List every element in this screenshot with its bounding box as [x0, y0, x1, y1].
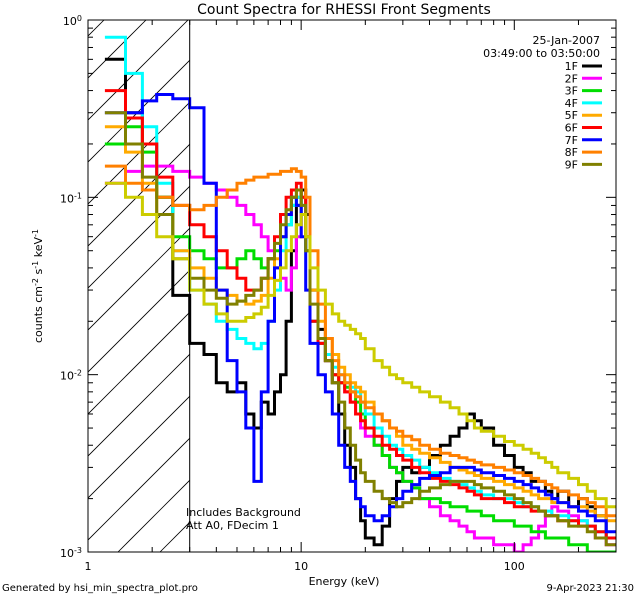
- hatch-line: [88, 395, 190, 499]
- legend: 25-Jan-2007 03:49:00 to 03:50:00 1F2F3F4…: [483, 34, 602, 171]
- hatch-line: [88, 20, 189, 121]
- y-tick-label: 10-1: [60, 191, 82, 206]
- axis-ticks: 1 10 100 100 10-1 10-2 10-3: [60, 14, 617, 573]
- hatch-region: [0, 0, 640, 552]
- series-2F-line: [104, 164, 616, 552]
- y-tick-label: 100: [63, 14, 82, 29]
- series-7F-line: [104, 93, 616, 534]
- legend-time-range: 03:49:00 to 03:50:00: [483, 47, 600, 60]
- hatch-line: [88, 437, 190, 541]
- legend-label-7F: 7F: [565, 134, 578, 147]
- x-tick-label: 1: [85, 560, 92, 573]
- plot-frame: [87, 19, 617, 553]
- legend-date: 25-Jan-2007: [533, 34, 601, 47]
- series-6F-line: [104, 89, 616, 540]
- x-tick-label: 100: [504, 560, 525, 573]
- hatch-line: [117, 479, 190, 552]
- hatch-line: [88, 20, 147, 79]
- legend-label-9F: 9F: [565, 158, 578, 171]
- legend-label-2F: 2F: [565, 72, 578, 85]
- legend-label-4F: 4F: [565, 97, 578, 110]
- hatch-line: [244, 0, 640, 552]
- legend-label-5F: 5F: [565, 109, 578, 122]
- legend-label-1F: 1F: [565, 60, 578, 73]
- legend-label-8F: 8F: [565, 146, 578, 159]
- series-9F-line: [104, 111, 616, 547]
- legend-label-3F: 3F: [565, 85, 578, 98]
- series-extra-9-line: [104, 181, 616, 509]
- chart-title: Count Spectra for RHESSI Front Segments: [197, 2, 491, 18]
- footer-timestamp: 9-Apr-2023 21:30: [546, 583, 634, 594]
- hatch-line: [88, 269, 190, 373]
- y-tick-label: 10-3: [60, 546, 82, 561]
- series-8F-line: [104, 164, 616, 518]
- hatch-line: [0, 0, 90, 552]
- footer-generated-by: Generated by hsi_min_spectra_plot.pro: [2, 583, 198, 594]
- hatch-line: [88, 20, 105, 37]
- y-tick-label: 10-2: [60, 368, 82, 383]
- annotation-attenuator: Att A0, FDecim 1: [186, 519, 279, 532]
- x-axis-label: Energy (keV): [309, 575, 380, 588]
- hatch-line: [88, 227, 190, 331]
- y-axis-label: counts cm-2 s-1 keV-1: [31, 229, 46, 343]
- hatch-line: [88, 185, 190, 289]
- legend-label-6F: 6F: [565, 122, 578, 135]
- series-layer: [104, 35, 616, 552]
- hatch-line: [88, 59, 190, 163]
- annotation-background: Includes Background: [186, 506, 301, 519]
- x-tick-label: 10: [294, 560, 308, 573]
